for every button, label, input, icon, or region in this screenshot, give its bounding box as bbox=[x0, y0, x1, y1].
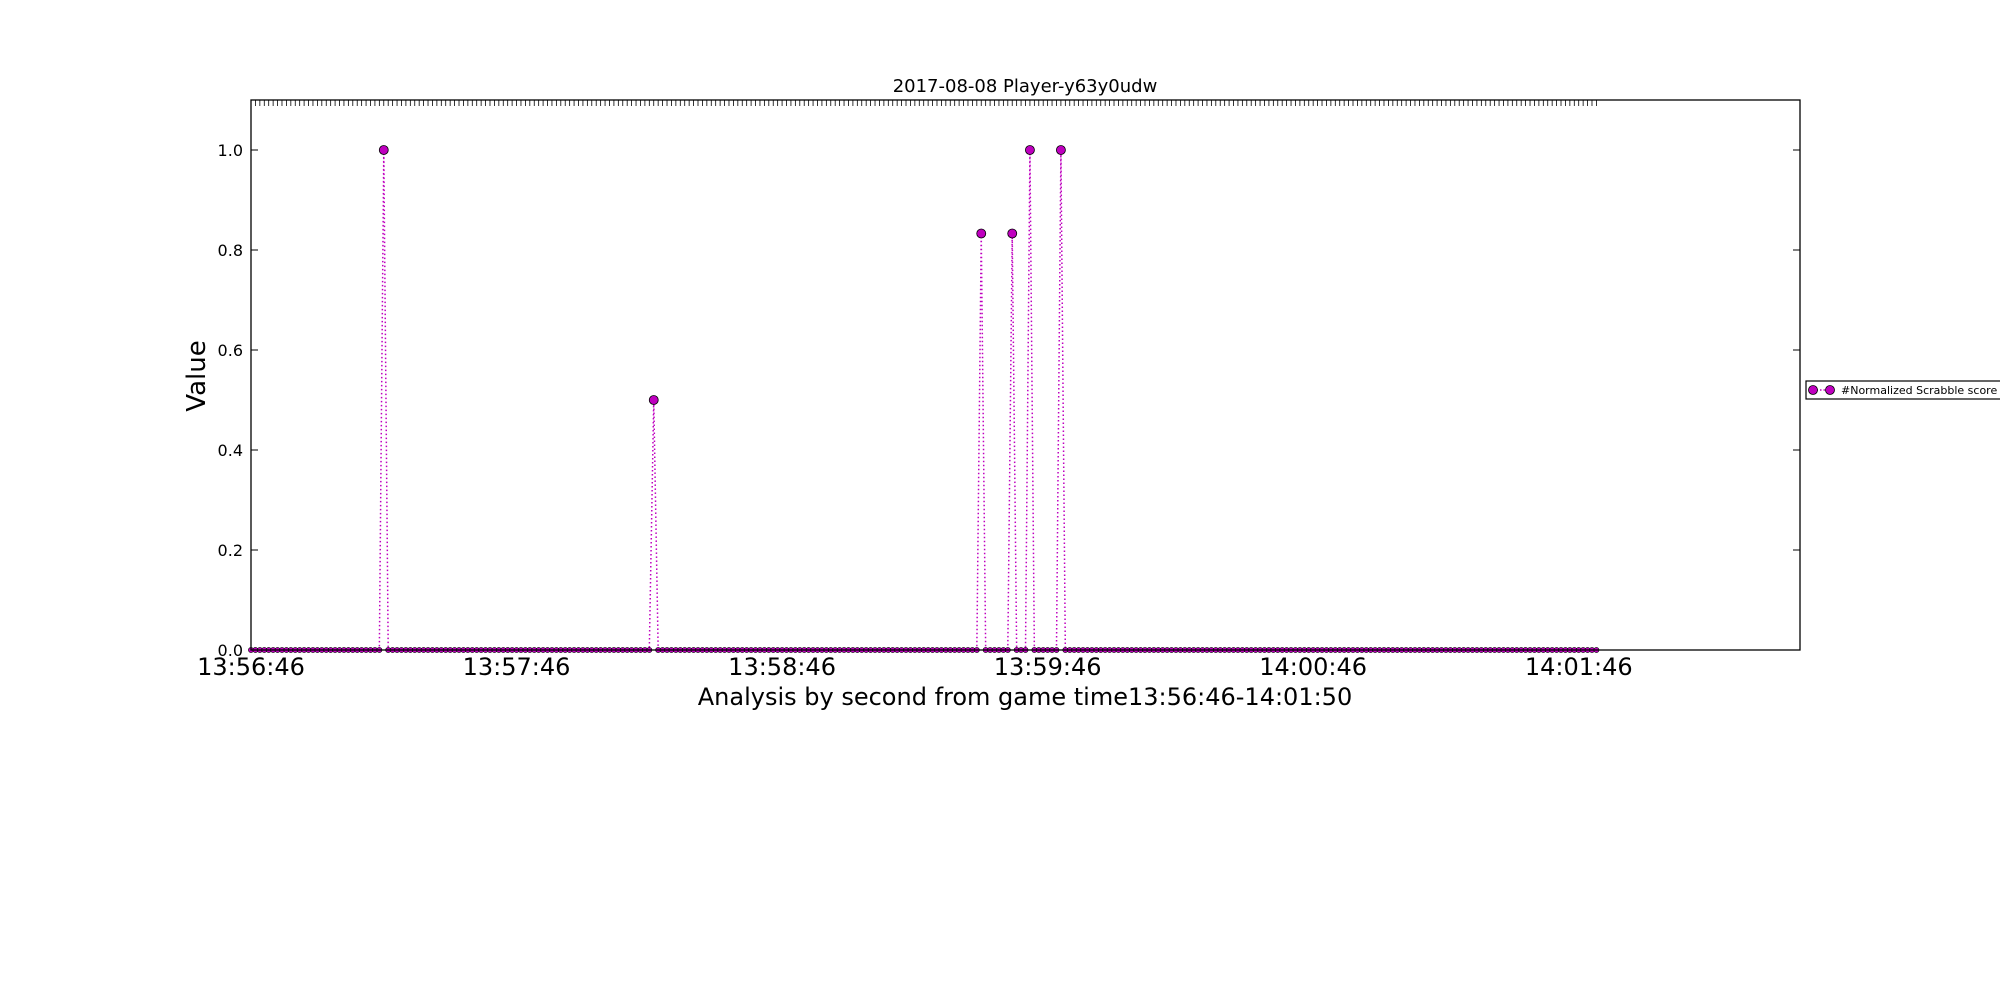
legend: #Normalized Scrabble score bbox=[1805, 380, 2000, 400]
data-point bbox=[1056, 145, 1066, 155]
x-tick-label: 13:56:46 bbox=[197, 653, 305, 681]
y-tick-label: 0.2 bbox=[218, 541, 243, 560]
data-point bbox=[378, 145, 389, 155]
legend-marker bbox=[1825, 385, 1835, 395]
plot-area: 0.0 0.2 0.4 0.6 0.8 1.0 13:56:46 13:57:46 13:58:… bbox=[197, 99, 1801, 681]
series-line bbox=[251, 149, 1597, 651]
x-tick-label: 13:59:46 bbox=[994, 653, 1102, 681]
legend-marker bbox=[1808, 385, 1818, 395]
data-point bbox=[648, 395, 659, 405]
legend-label: #Normalized Scrabble score bbox=[1841, 384, 1997, 397]
x-axis-label: Analysis by second from game time13:56:4… bbox=[698, 683, 1352, 711]
x-tick-label: 14:00:46 bbox=[1259, 653, 1367, 681]
y-tick-label: 0.8 bbox=[218, 241, 243, 260]
x-tick-label: 14:01:46 bbox=[1525, 653, 1633, 681]
x-tick-label: 13:58:46 bbox=[728, 653, 836, 681]
y-axis-label: Value bbox=[182, 340, 212, 411]
y-tick-label: 0.4 bbox=[218, 441, 243, 460]
y-tick-label: 0.6 bbox=[218, 341, 243, 360]
data-point bbox=[1007, 228, 1018, 239]
data-point bbox=[976, 228, 987, 239]
axes-frame bbox=[250, 99, 1801, 651]
y-tick-label: 0.0 bbox=[218, 641, 243, 660]
chart-title: 2017-08-08 Player-y63y0udw bbox=[893, 76, 1158, 97]
legend-box bbox=[1805, 380, 2000, 400]
data-point bbox=[1025, 145, 1035, 155]
x-tick-label: 13:57:46 bbox=[463, 653, 571, 681]
y-tick-label: 1.0 bbox=[218, 141, 243, 160]
